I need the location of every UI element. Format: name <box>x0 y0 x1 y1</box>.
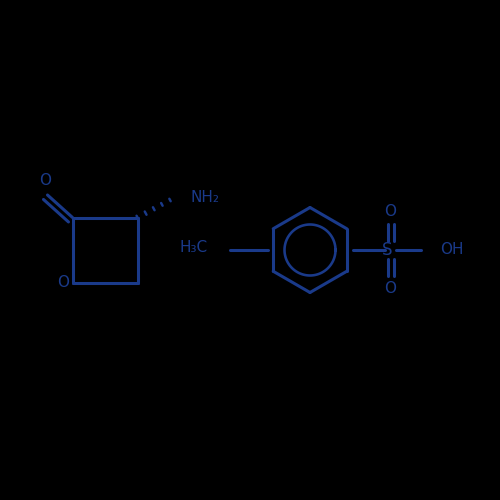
Text: NH₂: NH₂ <box>191 190 220 205</box>
Text: O: O <box>384 281 396 296</box>
Text: O: O <box>384 204 396 219</box>
Text: O: O <box>58 275 70 290</box>
Text: OH: OH <box>440 242 464 258</box>
Text: O: O <box>39 174 51 188</box>
Text: S: S <box>382 241 393 259</box>
Text: H₃C: H₃C <box>180 240 208 255</box>
